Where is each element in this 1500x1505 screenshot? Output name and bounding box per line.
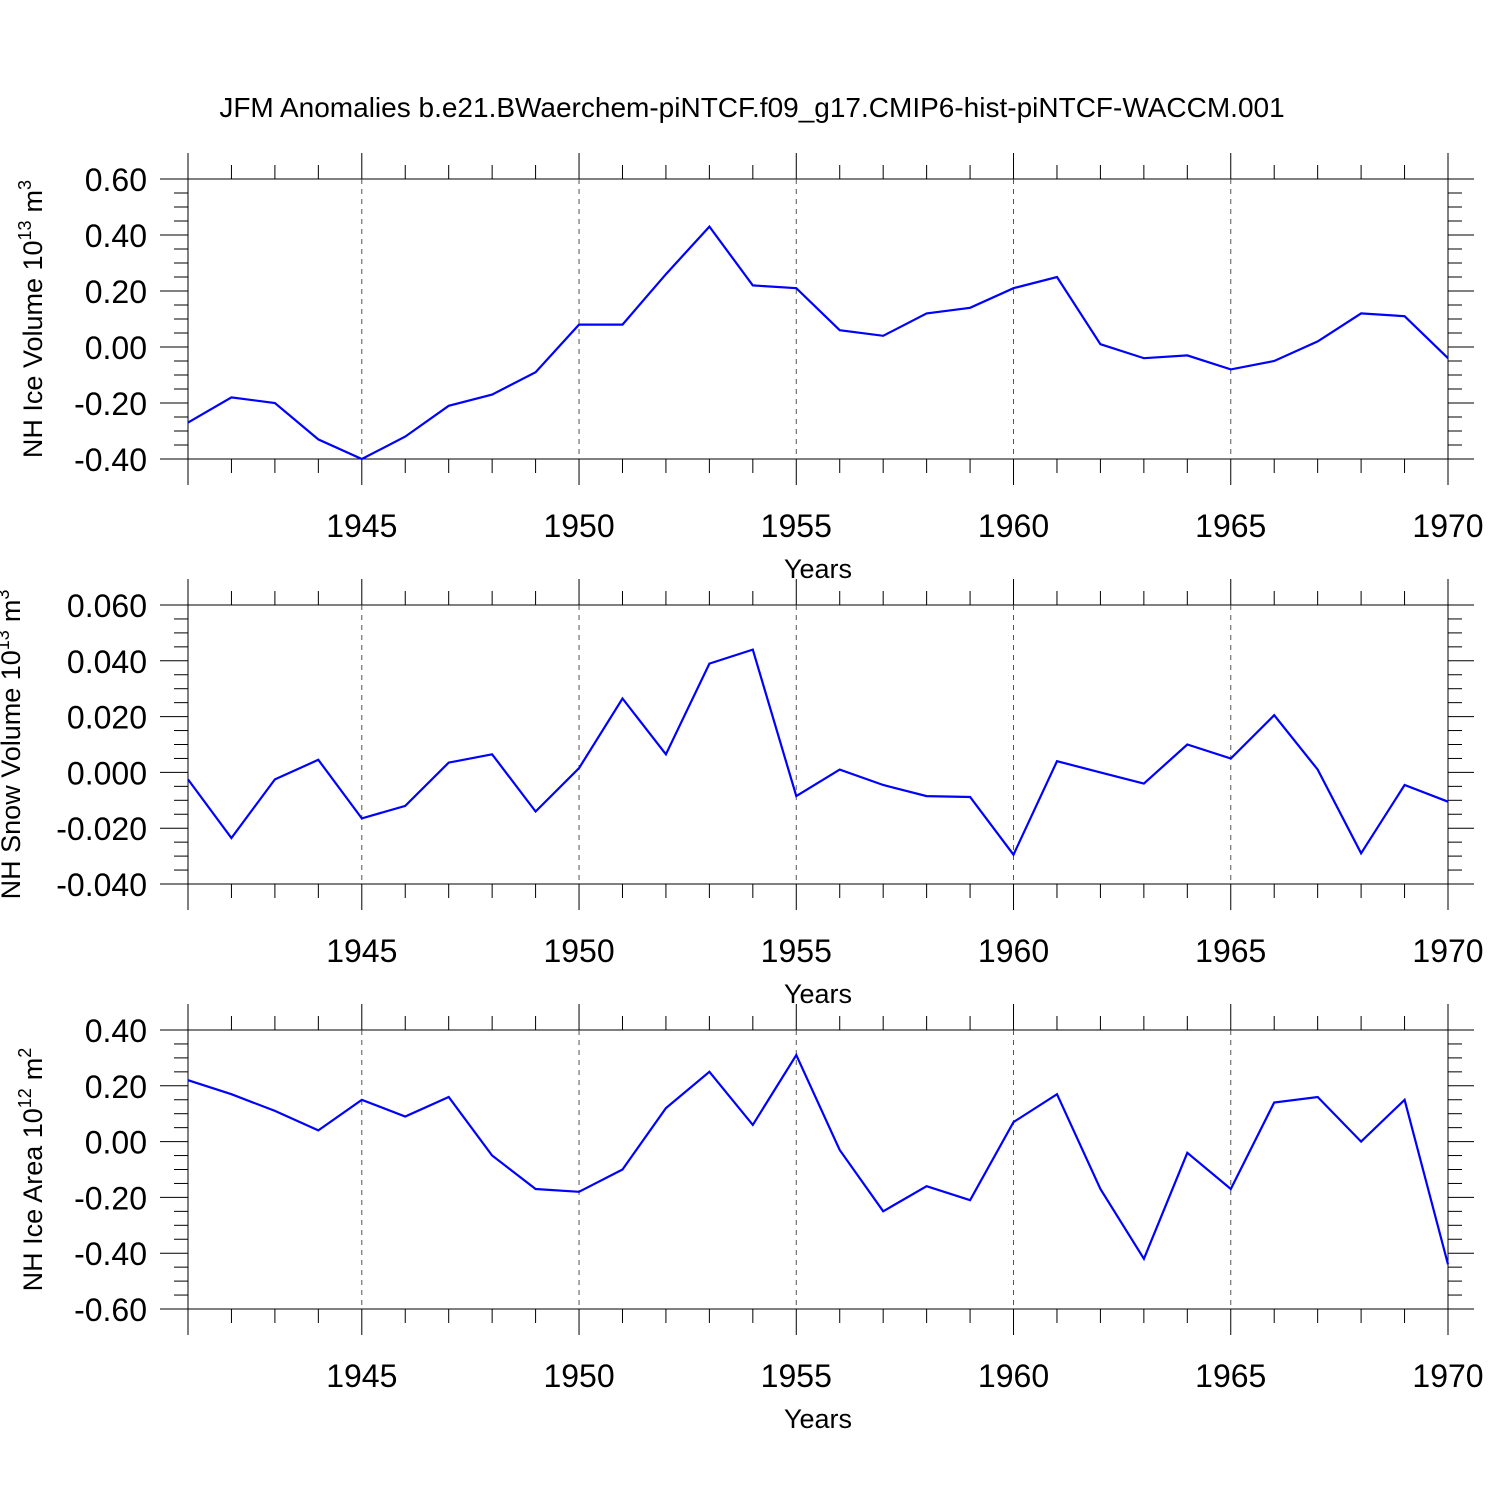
- chart-title: JFM Anomalies b.e21.BWaerchem-piNTCF.f09…: [219, 92, 1284, 123]
- x-tick-label: 1960: [978, 508, 1049, 544]
- y-axis-title-unit-exp: 3: [0, 590, 13, 600]
- y-tick-label: -0.040: [56, 867, 147, 903]
- x-tick-label: 1965: [1195, 508, 1266, 544]
- y-tick-label: 0.020: [67, 700, 147, 736]
- y-axis-title-unit-exp: 2: [15, 1048, 35, 1058]
- y-tick-label: 0.060: [67, 588, 147, 624]
- y-tick-label: 0.40: [85, 1013, 147, 1049]
- x-tick-label: 1970: [1412, 933, 1483, 969]
- y-tick-label: -0.20: [74, 386, 147, 422]
- x-tick-label: 1945: [326, 508, 397, 544]
- x-tick-label: 1955: [761, 508, 832, 544]
- y-tick-label: 0.20: [85, 274, 147, 310]
- x-axis-title: Years: [784, 1404, 852, 1434]
- series-line-ice-area: [187, 1052, 1450, 1265]
- x-tick-label: 1970: [1412, 1358, 1483, 1394]
- y-axis-title-unit: m: [18, 1058, 48, 1081]
- y-tick-label: -0.40: [74, 1236, 147, 1272]
- y-tick-label: 0.40: [85, 218, 147, 254]
- x-tick-label: 1955: [761, 1358, 832, 1394]
- y-tick-label: 0.20: [85, 1069, 147, 1105]
- y-axis-title-text: NH Ice Area 10: [18, 1108, 48, 1291]
- x-tick-label: 1945: [326, 1358, 397, 1394]
- x-tick-label: 1960: [978, 933, 1049, 969]
- y-axis-title-text: NH Ice Volume 10: [18, 240, 48, 458]
- panel-ice-volume: 0.60 0.40 0.20 0.00 -0.20 -0.40 1945 1950 1955 19…: [15, 153, 1484, 584]
- y-axis-title-unit: m: [18, 190, 48, 213]
- y-axis-title-exp: 13: [15, 220, 35, 240]
- x-axis-title: Years: [784, 554, 852, 584]
- x-tick-label: 1960: [978, 1358, 1049, 1394]
- y-tick-label: -0.40: [74, 442, 147, 478]
- y-tick-label: 0.00: [85, 1125, 147, 1161]
- y-tick-label: 0.60: [85, 162, 147, 198]
- y-axis-title-exp: 13: [0, 630, 13, 650]
- x-tick-label: 1950: [543, 933, 614, 969]
- x-tick-label: 1970: [1412, 508, 1483, 544]
- y-tick-label: -0.60: [74, 1292, 147, 1328]
- series-line-snow-volume: [187, 648, 1449, 857]
- panel-snow-volume: 0.060 0.040 0.020 0.000 -0.020 -0.040 1945 1950…: [0, 579, 1484, 1009]
- x-tick-label: 1965: [1195, 933, 1266, 969]
- y-tick-label: 0.00: [85, 330, 147, 366]
- y-axis-title: NH Snow Volume 1013 m3: [0, 590, 26, 900]
- y-tick-label: 0.000: [67, 755, 147, 791]
- panel-ice-area: 0.40 0.20 0.00 -0.20 -0.40 -0.60 1945 1950 1955 1…: [15, 1004, 1484, 1434]
- x-tick-label: 1950: [543, 1358, 614, 1394]
- y-axis-title-exp: 12: [15, 1088, 35, 1108]
- x-axis-title: Years: [784, 979, 852, 1009]
- y-tick-label: -0.020: [56, 811, 147, 847]
- series-line-ice-volume: [187, 224, 1449, 461]
- y-axis-title: NH Ice Volume 1013 m3: [15, 180, 48, 458]
- y-axis-title: NH Ice Area 1012 m2: [15, 1048, 48, 1292]
- y-axis-title-unit: m: [0, 600, 26, 623]
- y-axis-title-text: NH Snow Volume 10: [0, 650, 26, 899]
- y-tick-label: 0.040: [67, 644, 147, 680]
- x-tick-label: 1955: [761, 933, 832, 969]
- y-axis-title-unit-exp: 3: [15, 180, 35, 190]
- x-tick-label: 1950: [543, 508, 614, 544]
- y-tick-label: -0.20: [74, 1180, 147, 1216]
- x-tick-label: 1945: [326, 933, 397, 969]
- x-tick-label: 1965: [1195, 1358, 1266, 1394]
